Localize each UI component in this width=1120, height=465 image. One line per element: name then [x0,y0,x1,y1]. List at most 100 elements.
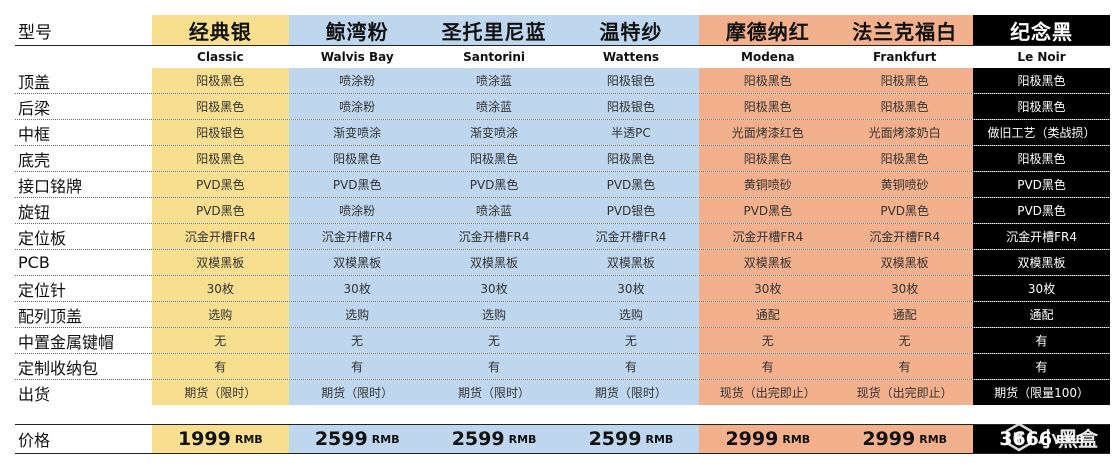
table-header-row: 型号 经典银 鲸湾粉 圣托里尼蓝 温特纱 摩德纳红 法兰克福白 纪念黑 [15,15,1110,46]
row-label: 顶盖 [18,72,51,92]
spec-cell: 现货（出完即止） [699,380,837,405]
spec-cell: 通配 [699,302,837,327]
model-en-le-noir: Le Noir [973,46,1110,68]
spec-cell: 有 [151,354,289,379]
spec-cell: 30枚 [699,276,837,301]
row-label: 接口铭牌 [18,176,83,196]
spec-cell: 有 [699,354,837,379]
spec-cell: PVD黑色 [973,198,1110,223]
spec-cell: 30枚 [562,276,700,301]
table-row: 出货 期货（限时） 期货（限时） 期货（限时） 期货（限时） 现货（出完即止） 现货（出完即… [15,380,1110,405]
spec-cell: 双模黑板 [288,250,426,275]
currency: RMB [645,432,674,446]
spec-cell: PVD银色 [562,198,700,223]
table-row: 定位板 沉金开槽FR4 沉金开槽FR4 沉金开槽FR4 沉金开槽FR4 沉金开槽FR4 沉金… [15,224,1110,250]
model-en-walvis-bay: Walvis Bay [288,46,426,68]
spec-cell: 有 [836,354,974,379]
model-name-le-noir: 纪念黑 [973,15,1110,45]
table-row: 底壳 阳极黑色 阳极黑色 阳极黑色 阳极黑色 阳极黑色 阳极黑色 阳极黑色 [15,146,1110,172]
spec-cell: 通配 [836,302,974,327]
model-en-santorini: Santorini [425,46,563,68]
spec-cell: 无 [836,328,974,353]
spec-cell: PVD黑色 [973,172,1110,197]
spec-cell: 有 [973,328,1110,353]
spec-cell: PVD黑色 [836,198,974,223]
spec-cell: 30枚 [151,276,289,301]
model-en-frankfurt: Frankfurt [836,46,974,68]
price-value: 3666 [999,428,1053,450]
model-name-modena: 摩德纳红 [699,15,837,45]
spec-cell: 阳极黑色 [425,146,563,171]
row-label: 中框 [18,124,51,144]
spec-cell: 喷涂蓝 [425,68,563,93]
price-value: 2599 [314,428,368,450]
spec-cell: 期货（限时） [151,380,289,405]
spec-cell: 无 [425,328,563,353]
price-value: 1999 [177,428,231,450]
spec-cell: 沉金开槽FR4 [836,224,974,249]
spec-cell: PVD黑色 [151,172,289,197]
spec-cell: 喷涂蓝 [425,94,563,119]
spec-cell: 双模黑板 [699,250,837,275]
spec-cell: 选购 [425,302,563,327]
spec-cell: 沉金开槽FR4 [562,224,700,249]
model-name-frankfurt: 法兰克福白 [836,15,974,45]
spec-cell: 喷涂蓝 [425,198,563,223]
spec-cell: 渐变喷涂 [288,120,426,145]
spec-cell: 半透PC [562,120,700,145]
spec-cell: 阳极黑色 [836,94,974,119]
spec-cell: 光面烤漆红色 [699,120,837,145]
spec-cell: 双模黑板 [151,250,289,275]
spec-cell: 阳极银色 [562,68,700,93]
spec-cell: 阳极黑色 [699,68,837,93]
spec-cell: 阳极黑色 [562,146,700,171]
spec-cell: 期货（限时） [562,380,700,405]
english-name-label-spacer [15,46,152,68]
table-row: 后梁 阳极黑色 喷涂粉 喷涂蓝 阳极银色 阳极黑色 阳极黑色 阳极黑色 [15,94,1110,120]
currency: RMB [1056,432,1084,446]
spec-cell: 选购 [288,302,426,327]
spec-cell: 阳极黑色 [151,146,289,171]
price-value: 2999 [725,428,779,450]
model-name-classic: 经典银 [151,15,289,45]
spec-cell: 沉金开槽FR4 [699,224,837,249]
currency: RMB [508,432,537,446]
price-modena: 2999 RMB [699,425,837,453]
price-walvis-bay: 2599 RMB [288,425,426,453]
price-value: 2999 [862,428,916,450]
price-value: 2599 [588,428,642,450]
row-label: 后梁 [18,98,51,118]
spec-cell: 有 [288,354,426,379]
table-row: 中框 阳极银色 渐变喷涂 渐变喷涂 半透PC 光面烤漆红色 光面烤漆奶白 做旧工艺（类战损） [15,120,1110,146]
price-value: 2599 [451,428,505,450]
row-label: 配列顶盖 [18,306,83,326]
spec-cell: 阳极黑色 [288,146,426,171]
spec-cell: 无 [699,328,837,353]
spec-cell: 阳极黑色 [973,94,1110,119]
header-label: 型号 [18,22,52,43]
model-name-wattens: 温特纱 [562,15,700,45]
spec-cell: 双模黑板 [562,250,700,275]
spec-cell: 有 [562,354,700,379]
row-label: 定位板 [18,228,67,248]
spec-cell: 期货（限时） [288,380,426,405]
spec-cell: 沉金开槽FR4 [425,224,563,249]
spec-cell: 沉金开槽FR4 [973,224,1110,249]
spec-cell: 选购 [562,302,700,327]
row-label: 定制收纳包 [18,358,99,378]
currency: RMB [234,432,263,446]
table-row: PCB 双模黑板 双模黑板 双模黑板 双模黑板 双模黑板 双模黑板 双模黑板 [15,250,1110,276]
spec-rows: 顶盖 阳极黑色 喷涂粉 喷涂蓝 阳极银色 阳极黑色 阳极黑色 阳极黑色 后梁 阳极黑色 喷涂粉 喷涂蓝… [15,68,1110,405]
model-en-modena: Modena [699,46,837,68]
spec-cell: 阳极黑色 [151,94,289,119]
spec-cell: 双模黑板 [425,250,563,275]
spec-cell: 有 [425,354,563,379]
spec-cell: 黄铜喷砂 [699,172,837,197]
price-le-noir: 3666 RMB [973,425,1110,453]
row-label: 中置金属键帽 [18,332,115,352]
spec-cell: 阳极黑色 [836,146,974,171]
spec-cell: 有 [973,354,1110,379]
spec-cell: 无 [151,328,289,353]
spec-cell: 阳极黑色 [836,68,974,93]
row-label: 旋钮 [18,202,51,222]
